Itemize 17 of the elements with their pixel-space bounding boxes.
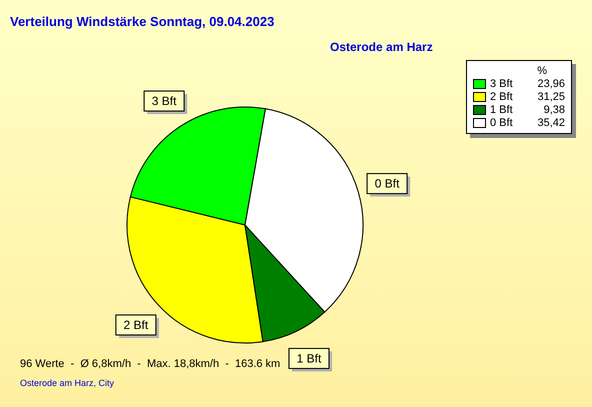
slice-label: 3 Bft bbox=[152, 94, 178, 108]
data-label: 23,96 bbox=[536, 78, 565, 90]
slice-label: 2 Bft bbox=[124, 318, 149, 332]
text: 96 Werte - Ø 6,8km/h - Max. 18,8km/h - 163.6 km bbox=[20, 358, 280, 370]
legend-label: 2 Bft bbox=[490, 90, 514, 102]
legend-label: 1 Bft bbox=[490, 104, 514, 116]
legend-label: 3 Bft bbox=[490, 78, 514, 90]
data-label: 31,25 bbox=[536, 90, 565, 102]
slice-label: 0 Bft bbox=[374, 176, 400, 191]
chart-title: Verteilung Windstärke Sonntag, 09.04.2023 bbox=[10, 14, 274, 29]
legend-title: % bbox=[536, 65, 548, 77]
legend-label: 0 Bft bbox=[490, 116, 514, 128]
data-label: 35,42 bbox=[536, 116, 565, 128]
slice-label: 1 Bft bbox=[296, 351, 322, 366]
text: Osterode am Harz, City bbox=[20, 378, 114, 388]
chart-subtitle: Osterode am Harz bbox=[330, 40, 433, 54]
data-label: 9,38 bbox=[542, 104, 565, 116]
